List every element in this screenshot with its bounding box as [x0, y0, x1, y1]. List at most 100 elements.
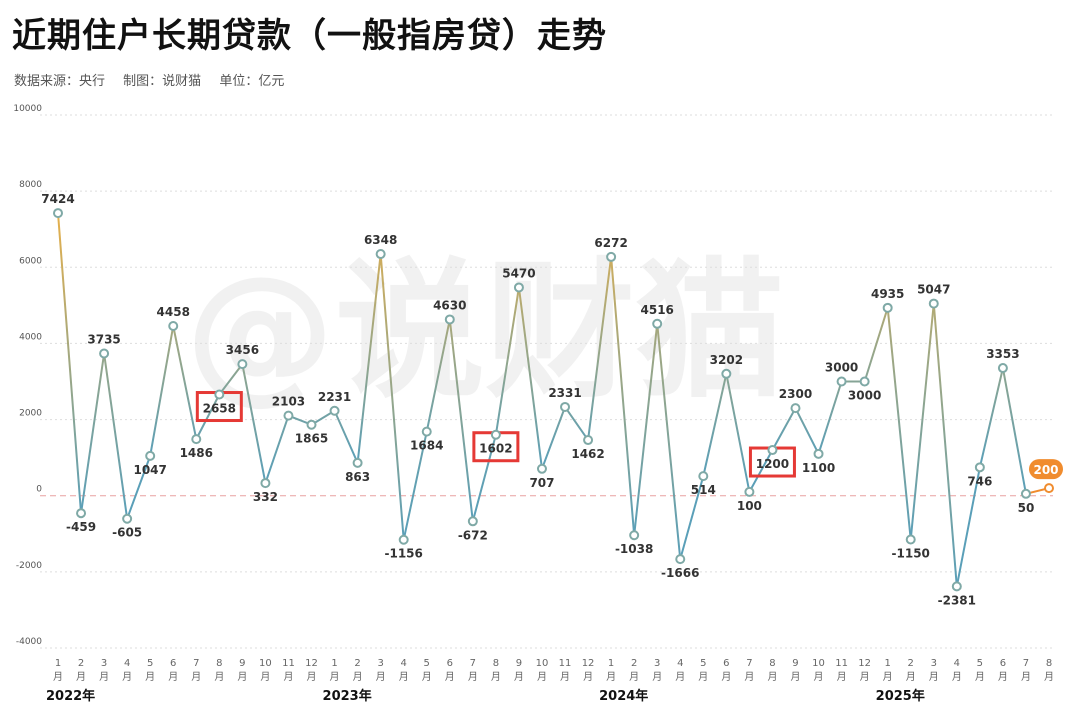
data-label: 5047	[917, 283, 950, 297]
data-point	[606, 251, 617, 262]
data-label: 6272	[594, 236, 627, 250]
x-tick-label: 5	[424, 658, 430, 669]
line-segment	[264, 414, 290, 485]
x-tick-label: 8	[769, 658, 775, 669]
x-tick-label: 4	[677, 658, 683, 669]
x-tick-unit: 月	[837, 671, 847, 683]
data-point	[306, 419, 317, 430]
line-segment	[564, 405, 590, 442]
data-label: 1684	[410, 439, 443, 453]
data-point	[721, 368, 732, 379]
data-label: -1038	[615, 542, 653, 556]
data-point	[905, 534, 916, 545]
line-segment	[679, 475, 705, 561]
x-tick-unit: 月	[560, 671, 570, 683]
data-point	[352, 457, 363, 468]
data-label: 6348	[364, 233, 397, 247]
x-axis: 1月2月3月4月5月6月7月8月9月10月11月12月1月2月3月4月5月6月7…	[46, 658, 1054, 704]
data-label: 3353	[986, 347, 1019, 361]
x-tick-unit: 月	[145, 671, 155, 683]
data-point	[76, 508, 87, 519]
series-line	[57, 212, 1050, 588]
x-tick-unit: 月	[629, 671, 639, 683]
data-label: -2381	[938, 593, 976, 607]
data-point	[168, 320, 179, 331]
data-label: 2103	[272, 395, 305, 409]
x-tick-unit: 月	[468, 671, 478, 683]
line-segment	[80, 352, 106, 515]
data-label: 1865	[295, 432, 328, 446]
line-segment	[103, 352, 129, 520]
data-point	[859, 376, 870, 387]
x-tick-unit: 月	[376, 671, 386, 683]
line-segment	[149, 324, 175, 457]
data-point	[951, 581, 962, 592]
x-tick-label: 10	[812, 658, 825, 669]
line-segment	[218, 363, 244, 396]
x-tick-unit: 月	[883, 671, 893, 683]
line-segment	[932, 302, 958, 588]
line-segment	[725, 372, 751, 493]
line-segment	[909, 302, 935, 541]
x-tick-label: 1	[331, 658, 337, 669]
data-point	[145, 450, 156, 461]
x-tick-unit: 月	[99, 671, 109, 683]
line-segment	[587, 255, 613, 442]
line-segment	[748, 449, 774, 493]
x-tick-unit: 月	[698, 671, 708, 683]
line-segment	[863, 306, 889, 383]
y-axis: -4000 -2000 0 2000 4000 6000 8000 10000	[13, 104, 42, 647]
data-label: 4630	[433, 298, 466, 312]
data-point	[214, 389, 225, 400]
data-point	[237, 359, 248, 370]
x-tick-label: 7	[193, 658, 199, 669]
data-point	[767, 445, 778, 456]
x-tick-label: 12	[582, 658, 595, 669]
year-label: 2022年	[46, 688, 95, 704]
x-tick-label: 2	[78, 658, 84, 669]
x-tick-unit: 月	[975, 671, 985, 683]
x-tick-unit: 月	[1021, 671, 1031, 683]
data-point	[99, 348, 110, 359]
x-tick-unit: 月	[929, 671, 939, 683]
x-tick-label: 7	[470, 658, 476, 669]
x-tick-label: 9	[792, 658, 798, 669]
data-label: 1047	[133, 463, 166, 477]
x-tick-unit: 月	[814, 671, 824, 683]
x-tick-label: 5	[147, 658, 153, 669]
data-label: 3000	[848, 389, 881, 403]
x-tick-unit: 月	[260, 671, 270, 683]
x-tick-unit: 月	[445, 671, 455, 683]
data-label: -672	[458, 528, 488, 542]
line-segment	[702, 372, 728, 478]
x-tick-label: 4	[124, 658, 130, 669]
data-label: 707	[529, 476, 554, 490]
data-point	[1044, 483, 1054, 494]
x-tick-unit: 月	[214, 671, 224, 683]
x-tick-unit: 月	[514, 671, 524, 683]
data-point	[790, 403, 801, 414]
data-point	[974, 462, 985, 473]
x-tick-unit: 月	[860, 671, 870, 683]
data-point	[122, 513, 133, 524]
x-tick-label: 3	[654, 658, 660, 669]
x-tick-unit: 月	[53, 671, 63, 683]
data-point	[560, 401, 571, 412]
data-point	[467, 516, 478, 527]
chart-author: 制图：说财猫	[123, 74, 202, 89]
line-segment	[402, 430, 428, 541]
data-label: 1486	[180, 446, 213, 460]
data-label: -1150	[892, 546, 930, 560]
x-tick-unit: 月	[1044, 671, 1054, 683]
data-point	[698, 471, 709, 482]
x-tick-unit: 月	[399, 671, 409, 683]
x-tick-label: 11	[835, 658, 848, 669]
line-segment	[172, 324, 198, 441]
unit-label: 单位：亿元	[219, 74, 285, 89]
data-point	[329, 405, 340, 416]
x-tick-label: 3	[931, 658, 937, 669]
x-tick-label: 8	[1046, 658, 1052, 669]
data-point	[583, 435, 594, 446]
data-source: 数据来源：央行	[14, 74, 106, 89]
